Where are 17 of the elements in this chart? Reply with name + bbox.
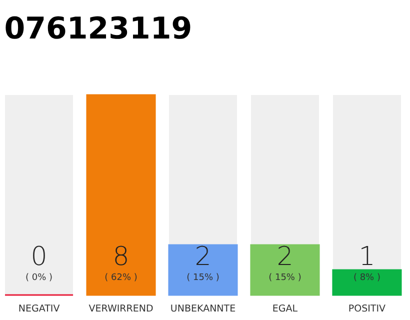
data-label: 2: [276, 242, 294, 272]
annotation: ( 0% ): [26, 273, 53, 283]
annotation: ( 15% ): [268, 273, 302, 283]
annotation: ( 62% ): [104, 273, 138, 283]
x-tick-label: UNBEKANNTE: [170, 304, 236, 314]
chart-title: 076123119: [4, 11, 192, 46]
data-label: 8: [112, 242, 130, 272]
annotation: ( 15% ): [186, 273, 220, 283]
annotation: ( 8% ): [353, 273, 380, 283]
data-label: 2: [194, 242, 212, 272]
data-label: 1: [358, 242, 376, 272]
data-label: 0: [30, 242, 48, 272]
bar: [332, 269, 402, 296]
x-tick-label: VERWIRREND: [88, 304, 154, 314]
x-tick-label: POSITIV: [348, 304, 386, 314]
x-tick-label: NEGATIV: [18, 304, 60, 314]
x-tick-label: EGAL: [272, 304, 298, 314]
